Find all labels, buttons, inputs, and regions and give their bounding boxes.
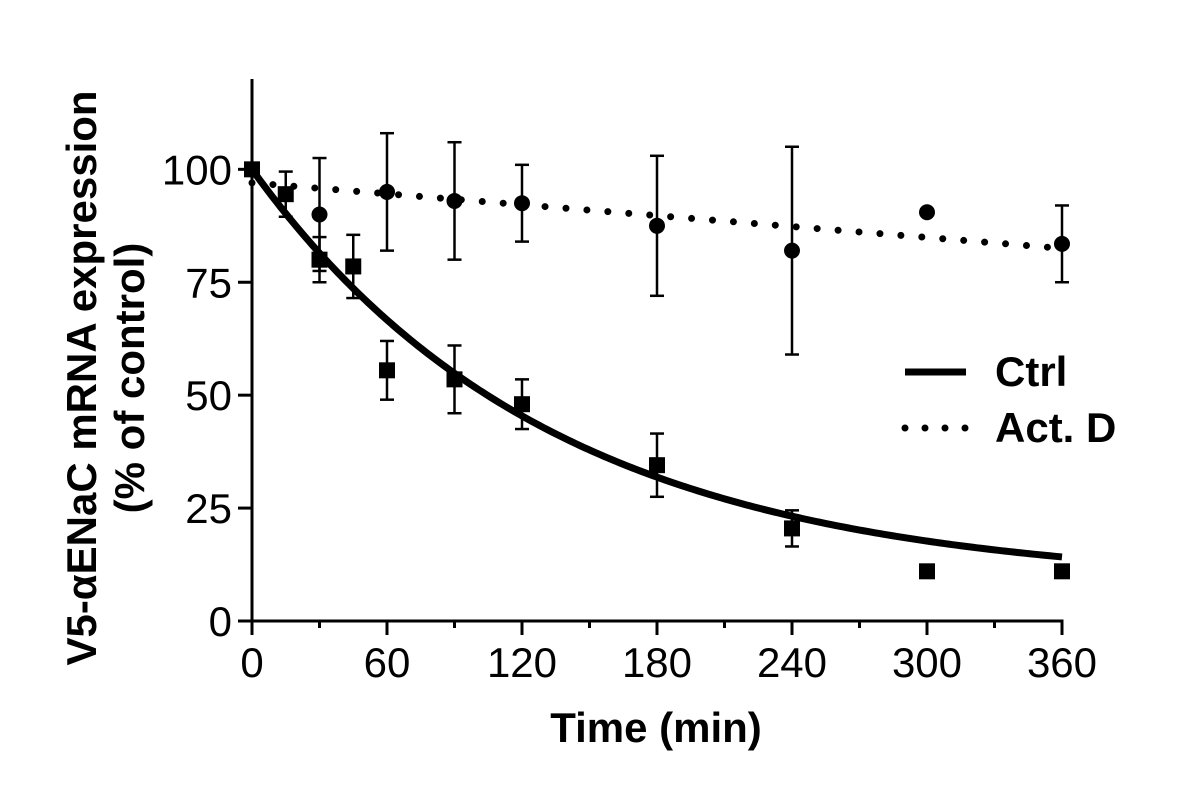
data-point-act-d bbox=[311, 206, 328, 223]
legend-actd-label: Act. D bbox=[995, 404, 1116, 451]
data-point-ctrl bbox=[514, 396, 530, 413]
data-point-act-d bbox=[784, 242, 800, 259]
data-point-ctrl bbox=[784, 520, 800, 537]
y-axis-title-group: V5-αENaC mRNA expression (% of control) bbox=[58, 90, 153, 665]
data-point-act-d bbox=[379, 183, 395, 200]
y-tick-label: 100 bbox=[162, 146, 232, 193]
y-tick-label: 25 bbox=[185, 485, 232, 532]
x-axis-title: Time (min) bbox=[550, 704, 762, 751]
y-tick-label: 50 bbox=[185, 372, 232, 419]
data-point-act-d bbox=[919, 204, 935, 221]
x-tick-label: 240 bbox=[757, 639, 827, 686]
legend-ctrl-label: Ctrl bbox=[995, 348, 1067, 395]
axes: 0 25 50 75 100 0 60 120 180 240 300 360 bbox=[162, 79, 1097, 686]
y-axis-title-line1: V5-αENaC mRNA expression bbox=[58, 90, 105, 665]
x-tick-label: 120 bbox=[487, 639, 557, 686]
y-axis-title-line2: (% of control) bbox=[106, 243, 153, 514]
data-point-ctrl bbox=[649, 457, 665, 474]
data-point-ctrl bbox=[277, 186, 294, 203]
legend: Ctrl Act. D bbox=[901, 348, 1116, 451]
data-point-ctrl bbox=[345, 258, 362, 275]
data-point-act-d bbox=[244, 161, 260, 178]
data-point-ctrl bbox=[1054, 563, 1070, 580]
x-tick-label: 300 bbox=[892, 639, 962, 686]
y-tick-label: 75 bbox=[185, 259, 232, 306]
x-tick-label: 360 bbox=[1027, 639, 1097, 686]
y-tick-label: 0 bbox=[209, 598, 232, 645]
data-point-act-d bbox=[514, 195, 530, 212]
x-tick-label: 0 bbox=[240, 639, 263, 686]
data-point-ctrl bbox=[446, 371, 463, 388]
x-tick-label: 180 bbox=[622, 639, 692, 686]
data-point-ctrl bbox=[379, 362, 395, 379]
data-point-act-d bbox=[1054, 235, 1070, 252]
data-point-act-d bbox=[446, 192, 463, 209]
data-point-ctrl bbox=[919, 563, 935, 580]
data-point-act-d bbox=[649, 217, 665, 234]
x-tick-label: 60 bbox=[364, 639, 411, 686]
data-marks bbox=[244, 131, 1070, 580]
